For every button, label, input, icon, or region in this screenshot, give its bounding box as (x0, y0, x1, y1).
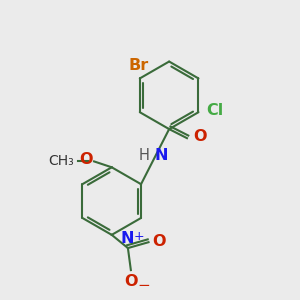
Text: Br: Br (128, 58, 148, 73)
Text: O: O (194, 129, 207, 144)
Text: +: + (133, 230, 144, 243)
Text: −: − (137, 278, 150, 293)
Text: H: H (139, 148, 150, 163)
Text: N: N (120, 231, 134, 246)
Text: N: N (154, 148, 168, 163)
Text: Cl: Cl (206, 103, 223, 118)
Text: O: O (152, 233, 166, 248)
Text: O: O (79, 152, 93, 167)
Text: CH₃: CH₃ (49, 154, 74, 168)
Text: O: O (125, 274, 138, 289)
